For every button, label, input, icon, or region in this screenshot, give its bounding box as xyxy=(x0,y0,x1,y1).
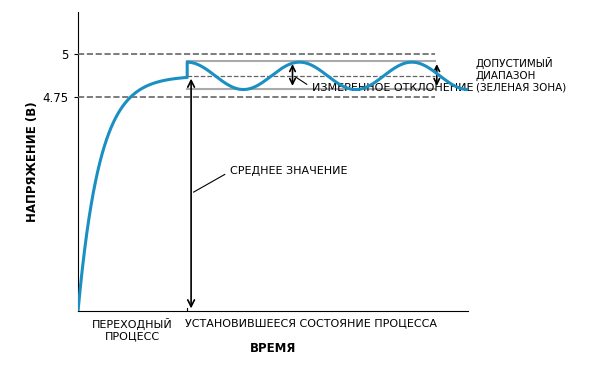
Text: ИЗМЕРЕННОЕ ОТКЛОНЕНИЕ: ИЗМЕРЕННОЕ ОТКЛОНЕНИЕ xyxy=(295,77,473,93)
Text: СРЕДНЕЕ ЗНАЧЕНИЕ: СРЕДНЕЕ ЗНАЧЕНИЕ xyxy=(194,166,347,192)
Text: УСТАНОВИВШЕЕСЯ СОСТОЯНИЕ ПРОЦЕССА: УСТАНОВИВШЕЕСЯ СОСТОЯНИЕ ПРОЦЕССА xyxy=(185,318,437,328)
Text: ПЕРЕХОДНЫЙ
ПРОЦЕСС: ПЕРЕХОДНЫЙ ПРОЦЕСС xyxy=(92,318,173,342)
Text: ВРЕМЯ: ВРЕМЯ xyxy=(250,342,296,355)
Y-axis label: НАПРЯЖЕНИЕ (В): НАПРЯЖЕНИЕ (В) xyxy=(26,101,38,222)
Text: ДОПУСТИМЫЙ
ДИАПАЗОН
(ЗЕЛЕНАЯ ЗОНА): ДОПУСТИМЫЙ ДИАПАЗОН (ЗЕЛЕНАЯ ЗОНА) xyxy=(440,57,566,93)
